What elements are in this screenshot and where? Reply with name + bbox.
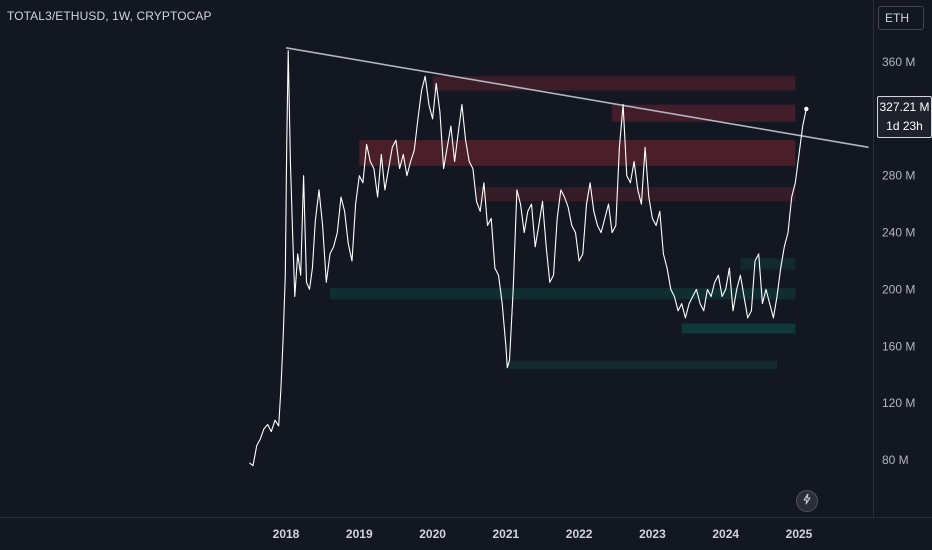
- price-zone: [329, 288, 796, 300]
- last-price-label: 327.21 M 1d 23h: [877, 96, 932, 138]
- bar-countdown: 1d 23h: [886, 119, 923, 133]
- y-tick-label: 160 M: [882, 339, 915, 353]
- x-tick-label: 2020: [419, 527, 446, 541]
- last-price-value: 327.21 M: [879, 100, 930, 114]
- price-zone: [432, 76, 796, 91]
- x-tick-label: 2024: [712, 527, 739, 541]
- price-zone: [505, 360, 778, 370]
- price-zone: [612, 104, 796, 122]
- price-zone: [740, 258, 796, 270]
- x-tick-label: 2018: [273, 527, 300, 541]
- price-zone: [359, 140, 796, 166]
- series-layer: [249, 50, 809, 467]
- x-tick-label: 2019: [346, 527, 373, 541]
- flash-button[interactable]: [796, 490, 818, 512]
- series-line: [249, 50, 807, 467]
- last-point-marker: [804, 106, 809, 112]
- price-zone: [681, 323, 796, 334]
- currency-selector[interactable]: ETH: [878, 6, 924, 30]
- y-tick-label: 240 M: [882, 226, 915, 240]
- time-scale: 2018 2019 2020 2021 2022 2023 2024 2025: [0, 517, 932, 541]
- symbol-title[interactable]: TOTAL3/ETHUSD, 1W, CRYPTOCAP: [7, 9, 212, 23]
- y-tick-label: 280 M: [882, 169, 915, 183]
- y-tick-label: 80 M: [882, 453, 909, 467]
- x-tick-label: 2022: [566, 527, 593, 541]
- zone-layer: [329, 76, 796, 370]
- trendline: [285, 46, 869, 149]
- lightning-icon: [801, 492, 813, 510]
- y-tick-label: 120 M: [882, 396, 915, 410]
- price-zone: [476, 187, 796, 202]
- x-tick-label: 2023: [639, 527, 666, 541]
- y-tick-label: 200 M: [882, 282, 915, 296]
- y-tick-label: 360 M: [882, 55, 915, 69]
- x-tick-label: 2021: [493, 527, 520, 541]
- x-tick-label: 2025: [786, 527, 813, 541]
- currency-label: ETH: [885, 11, 909, 25]
- trendline-layer: [285, 46, 869, 149]
